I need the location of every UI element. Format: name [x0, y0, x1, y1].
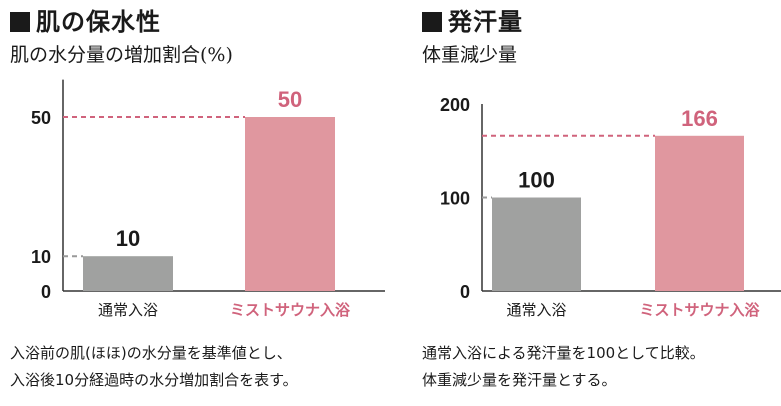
category-label: 通常入浴	[506, 301, 566, 319]
note-line-2: 入浴後10分経過時の水分増加割合を表す。	[10, 371, 298, 389]
bar-value-label: 50	[278, 87, 302, 112]
chart-panel-sweat: 発汗量 体重減少量 0 100 200 100 通常入浴 166 ミストサウナ入浴 通常入浴…	[422, 0, 781, 406]
category-label: ミストサウナ入浴	[639, 301, 760, 319]
category-label: 通常入浴	[98, 301, 158, 319]
chart-subtitle: 肌の水分量の増加割合(%)	[10, 44, 233, 66]
bar-chart-skin-moisture: 0 10 50 10 通常入浴 50 ミストサウナ入浴	[31, 79, 385, 319]
bar-normal-bath	[492, 197, 581, 291]
chart-subtitle: 体重減少量	[422, 44, 518, 66]
y-tick-label: 0	[41, 282, 51, 302]
bar-mist-sauna	[245, 117, 335, 291]
note-line-2: 体重減少量を発汗量とする。	[422, 371, 617, 389]
bar-value-label: 166	[681, 106, 718, 131]
note-line-1: 通常入浴による発汗量を100として比較。	[422, 344, 705, 362]
bar-chart-sweat: 0 100 200 100 通常入浴 166 ミストサウナ入浴	[440, 95, 781, 319]
y-tick-label: 200	[440, 95, 470, 115]
y-tick-label: 50	[31, 108, 51, 128]
square-bullet-icon	[10, 12, 30, 32]
bar-mist-sauna	[655, 135, 744, 291]
bar-value-label: 10	[116, 226, 140, 251]
chart-note: 通常入浴による発汗量を100として比較。 体重減少量を発汗量とする。	[422, 340, 705, 394]
y-tick-label: 10	[31, 247, 51, 267]
bar-value-label: 100	[518, 168, 555, 193]
bar-normal-bath	[83, 256, 173, 291]
square-bullet-icon	[422, 12, 442, 32]
y-tick-label: 0	[460, 282, 470, 302]
chart-title-text: 肌の保水性	[36, 8, 161, 36]
category-label: ミストサウナ入浴	[230, 301, 351, 319]
note-line-1: 入浴前の肌(ほほ)の水分量を基準値とし、	[10, 344, 292, 362]
chart-note: 入浴前の肌(ほほ)の水分量を基準値とし、 入浴後10分経過時の水分増加割合を表す…	[10, 340, 298, 394]
chart-title: 肌の保水性	[10, 2, 161, 37]
chart-panel-skin-moisture: 肌の保水性 肌の水分量の増加割合(%) 0 10 50 10 通常入浴 50 ミストサウナ入…	[10, 0, 390, 406]
chart-title-text: 発汗量	[448, 8, 523, 36]
chart-title: 発汗量	[422, 2, 523, 37]
y-tick-label: 100	[440, 189, 470, 209]
